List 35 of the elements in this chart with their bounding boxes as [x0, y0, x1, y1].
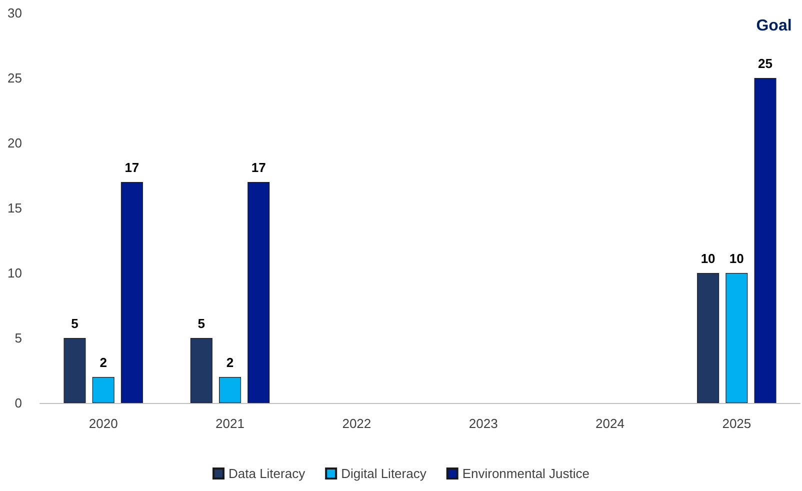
- y-tick-label: 20: [8, 136, 22, 150]
- legend-label: Environmental Justice: [462, 466, 590, 481]
- data-label: 25: [758, 56, 772, 71]
- data-label: 5: [71, 316, 78, 331]
- bar: [92, 377, 114, 403]
- data-label: 10: [729, 251, 744, 266]
- bar: [64, 338, 86, 403]
- data-label: 2: [100, 355, 107, 370]
- data-label: 17: [251, 160, 266, 175]
- x-tick-label: 2023: [468, 416, 498, 431]
- bar: [754, 78, 776, 403]
- bar: [697, 273, 720, 403]
- bar: [190, 338, 212, 403]
- x-tick-label: 2020: [88, 416, 118, 431]
- data-label: 2: [226, 355, 234, 370]
- data-label: 5: [198, 316, 206, 331]
- y-tick-label: 30: [8, 6, 22, 20]
- legend-label: Data Literacy: [228, 466, 306, 481]
- y-tick-label: 10: [8, 266, 22, 280]
- annotation: Goal: [756, 18, 792, 34]
- data-label: 10: [700, 251, 716, 266]
- x-tick-label: 2021: [216, 416, 244, 431]
- y-tick-label: 15: [8, 200, 22, 216]
- y-tick-label: 0: [14, 396, 22, 410]
- x-tick-label: 2022: [342, 416, 372, 431]
- y-tick-label: 5: [14, 330, 22, 346]
- x-tick-label: 2024: [596, 416, 624, 431]
- bar: [120, 182, 143, 403]
- data-label: 17: [124, 160, 140, 175]
- y-tick-label: 25: [8, 70, 22, 86]
- legend-label: Digital Literacy: [341, 466, 427, 481]
- bar: [726, 273, 748, 403]
- bar: [219, 377, 241, 403]
- bar: [248, 182, 270, 403]
- x-tick-label: 2025: [722, 416, 752, 431]
